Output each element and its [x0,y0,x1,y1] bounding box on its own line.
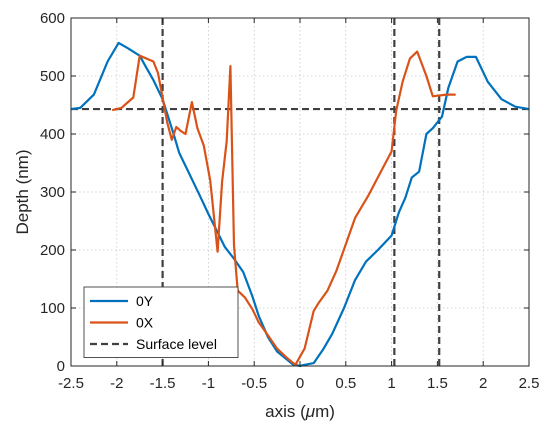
x-axis-label-text: axis ( [265,402,306,421]
y-tick-label: 500 [40,68,65,85]
y-tick-label: 200 [40,242,65,259]
x-tick-label: -0.5 [241,375,267,392]
series-line-0x [111,50,456,366]
x-tick-label: -2.5 [58,375,84,392]
x-tick-label: -1 [202,375,215,392]
x-tick-label: 2.5 [519,375,540,392]
y-tick-label: 0 [57,358,65,375]
x-tick-label: 1 [387,375,395,392]
series-line-0y [70,41,530,368]
x-tick-label: 0.5 [335,375,356,392]
x-axis-label: axis (μm) [265,402,335,421]
y-tick-label: 100 [40,300,65,317]
x-tick-label: 1.5 [427,375,448,392]
x-tick-label: 2 [479,375,487,392]
legend-entry-label: 0Y [136,293,154,309]
y-tick-label: 600 [40,10,65,27]
x-tick-label: -1.5 [150,375,176,392]
y-axis-label: Depth (nm) [13,149,32,234]
x-tick-label: -2 [110,375,123,392]
x-axis-unit-symbol: μ [305,402,316,421]
data-series [70,41,530,368]
x-tick-label: 0 [296,375,304,392]
legend: 0Y 0X Surface level [83,286,239,358]
y-tick-label: 300 [40,184,65,201]
legend-entry-label: 0X [136,315,154,331]
x-ticks: -2.5 -2 -1.5 -1 -0.5 0 0.5 1 1.5 2 2.5 [58,18,539,392]
legend-entry-label: Surface level [136,336,217,352]
y-ticks: 0 100 200 300 400 500 600 [40,10,529,375]
y-tick-label: 400 [40,126,65,143]
x-axis-unit-rest: m) [315,402,335,421]
